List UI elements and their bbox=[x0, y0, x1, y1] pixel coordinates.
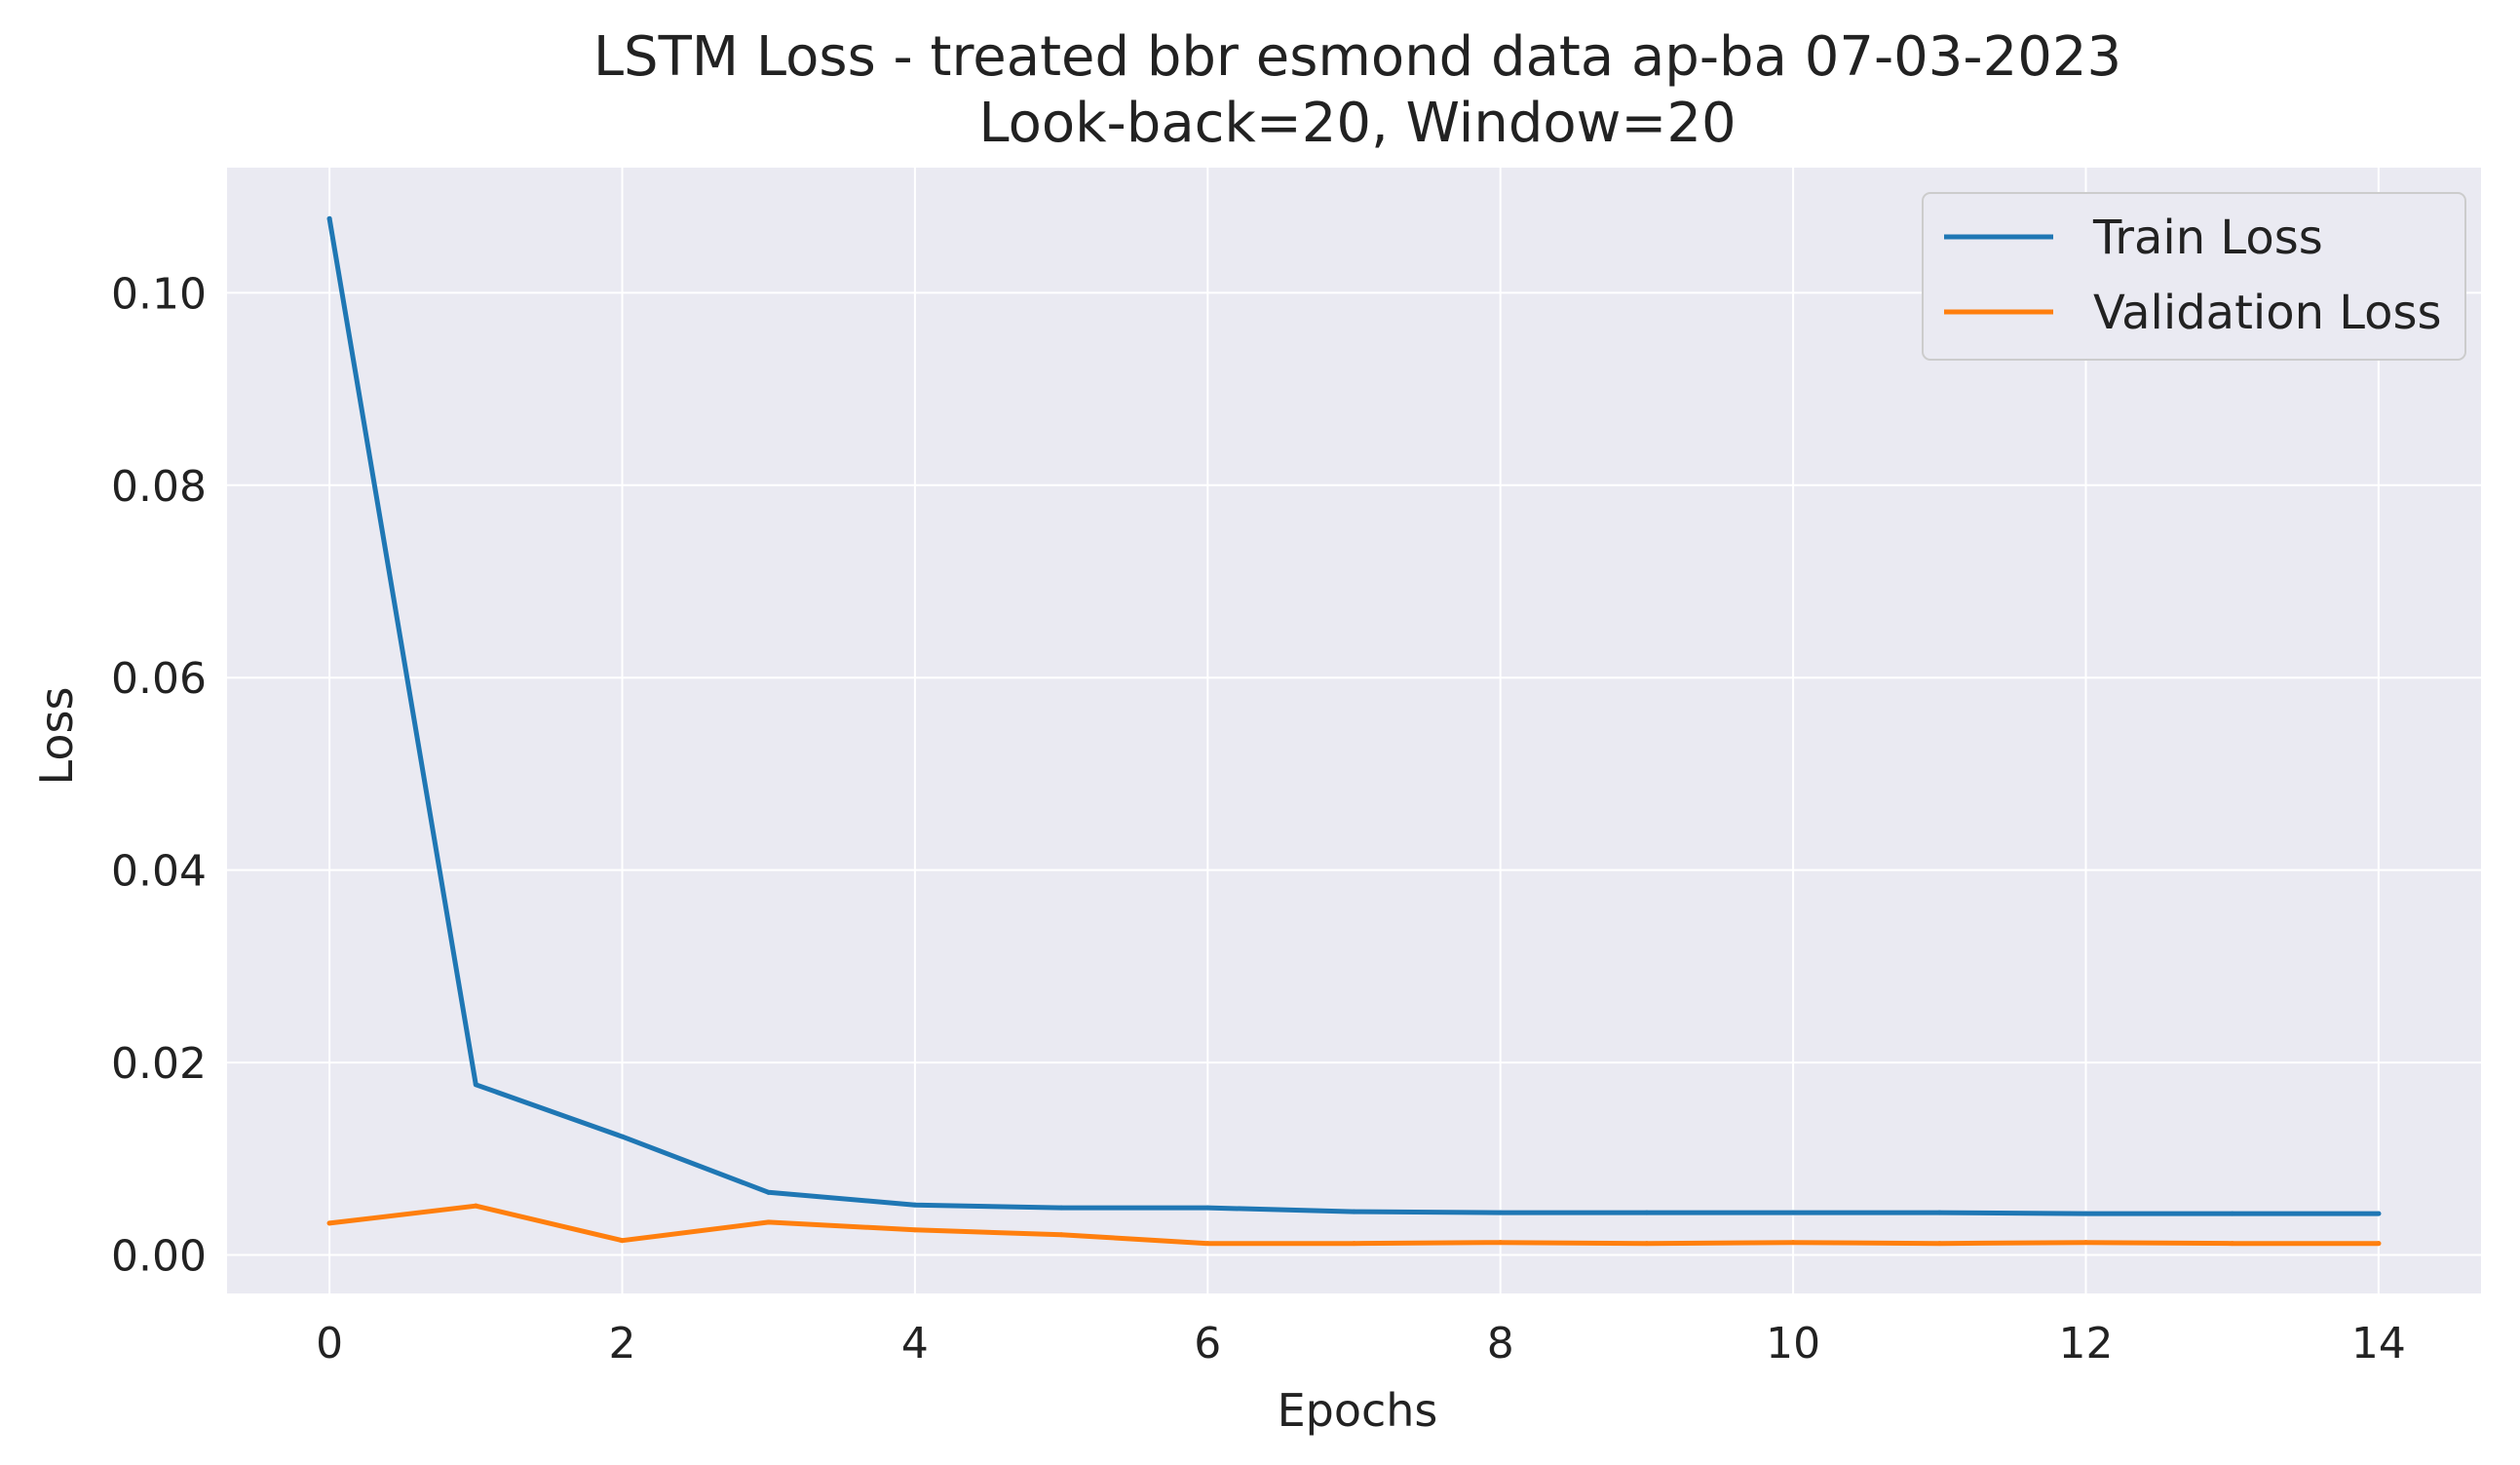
y-tick-label: 0.06 bbox=[111, 654, 207, 704]
y-tick-label: 0.08 bbox=[111, 462, 207, 512]
data-point-validation-loss bbox=[1790, 1240, 1796, 1246]
data-point-train-loss bbox=[620, 1134, 626, 1139]
x-tick-label: 2 bbox=[609, 1319, 636, 1369]
data-point-train-loss bbox=[1644, 1210, 1650, 1215]
data-point-train-loss bbox=[2376, 1211, 2382, 1216]
data-point-train-loss bbox=[326, 215, 332, 221]
data-point-validation-loss bbox=[1204, 1241, 1210, 1247]
chart-subtitle: Look-back=20, Window=20 bbox=[978, 92, 1736, 155]
series-lines bbox=[326, 215, 2382, 1247]
y-tick-label: 0.00 bbox=[111, 1232, 207, 1282]
data-point-validation-loss bbox=[1352, 1241, 1356, 1247]
legend-label-train-loss: Train Loss bbox=[2092, 211, 2323, 265]
data-point-train-loss bbox=[912, 1202, 918, 1208]
data-point-validation-loss bbox=[2376, 1241, 2382, 1247]
data-point-validation-loss bbox=[1644, 1241, 1650, 1247]
x-axis-label: Epochs bbox=[1278, 1384, 1438, 1437]
data-point-validation-loss bbox=[620, 1238, 626, 1244]
data-point-validation-loss bbox=[912, 1227, 918, 1233]
x-tick-label: 14 bbox=[2351, 1319, 2406, 1369]
x-tick-label: 0 bbox=[316, 1319, 343, 1369]
data-point-train-loss bbox=[1498, 1210, 1504, 1215]
x-tick-label: 6 bbox=[1194, 1319, 1221, 1369]
x-tick-label: 4 bbox=[901, 1319, 929, 1369]
data-point-train-loss bbox=[2230, 1211, 2235, 1216]
y-tick-labels: 0.00 0.02 0.04 0.06 0.08 0.10 bbox=[111, 269, 207, 1281]
data-point-train-loss bbox=[1352, 1209, 1356, 1214]
chart-title: LSTM Loss - treated bbr esmond data ap-b… bbox=[593, 25, 2121, 89]
y-tick-label: 0.10 bbox=[111, 269, 207, 319]
legend-box bbox=[1922, 192, 2466, 361]
legend: Train Loss Validation Loss bbox=[1922, 192, 2466, 361]
data-point-train-loss bbox=[2082, 1211, 2088, 1216]
legend-label-validation-loss: Validation Loss bbox=[2093, 286, 2442, 340]
data-point-train-loss bbox=[1790, 1210, 1796, 1215]
y-axis-label: Loss bbox=[30, 687, 83, 786]
data-point-validation-loss bbox=[1498, 1240, 1504, 1246]
data-point-train-loss bbox=[473, 1082, 478, 1088]
y-tick-label: 0.04 bbox=[111, 847, 207, 897]
data-point-train-loss bbox=[766, 1189, 772, 1195]
data-point-train-loss bbox=[1936, 1210, 1942, 1215]
grid-lines bbox=[227, 168, 2481, 1293]
data-point-validation-loss bbox=[2230, 1241, 2235, 1247]
data-point-validation-loss bbox=[1058, 1232, 1064, 1238]
data-point-validation-loss bbox=[1936, 1241, 1942, 1247]
data-point-train-loss bbox=[1204, 1205, 1210, 1211]
x-tick-labels: 0 2 4 6 8 10 12 14 bbox=[316, 1319, 2406, 1369]
x-tick-label: 10 bbox=[1766, 1319, 1820, 1369]
data-point-validation-loss bbox=[2082, 1240, 2088, 1246]
y-tick-label: 0.02 bbox=[111, 1039, 207, 1089]
data-point-validation-loss bbox=[473, 1203, 478, 1209]
x-tick-label: 12 bbox=[2058, 1319, 2113, 1369]
data-point-validation-loss bbox=[766, 1219, 772, 1225]
data-point-train-loss bbox=[1058, 1205, 1064, 1211]
x-tick-label: 8 bbox=[1487, 1319, 1514, 1369]
data-point-validation-loss bbox=[326, 1220, 332, 1226]
